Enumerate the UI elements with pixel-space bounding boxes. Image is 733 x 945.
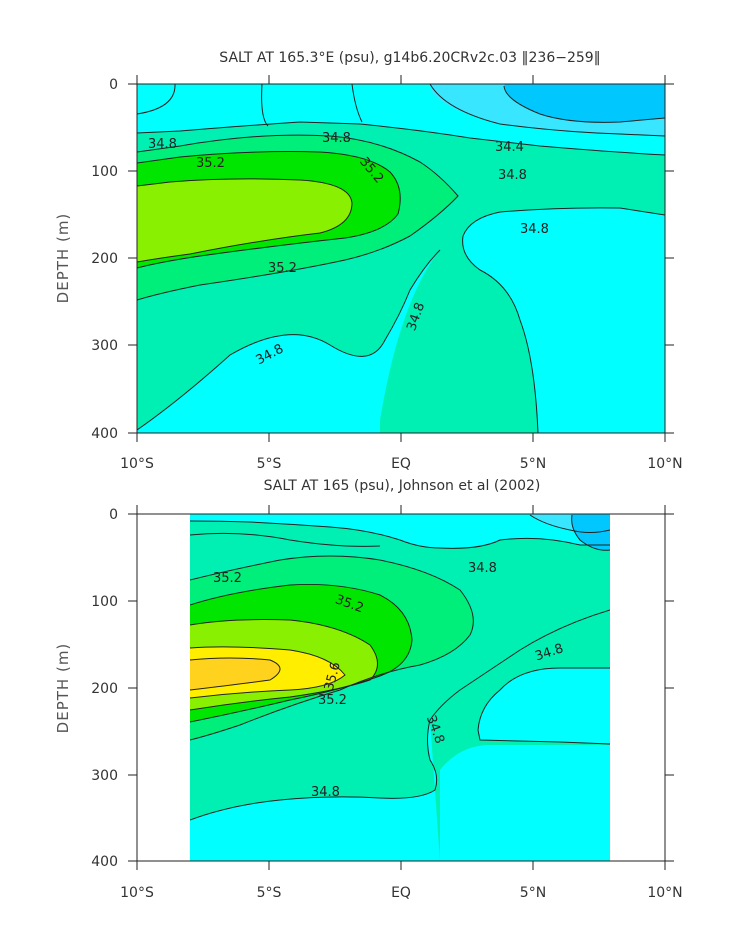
bottom-contour-fills <box>190 514 610 861</box>
top-y-axis-title: DEPTH (m) <box>54 213 72 304</box>
bot-contour-34.8-upper <box>190 520 610 549</box>
bottom-y-axis-title: DEPTH (m) <box>54 643 72 734</box>
top-contour-34.6b <box>351 84 363 123</box>
top-fill-346-348-south-deep <box>137 250 440 433</box>
top-panel: SALT AT 165.3°E (psu), g14b6.20CRv2c.03 … <box>54 50 683 472</box>
top-fill-346-348-north-deep <box>462 207 665 433</box>
bot-contour-34.8-south <box>190 609 610 821</box>
contour-label: 35.6 <box>322 661 344 693</box>
bottom-panel: SALT AT 165 (psu), Johnson et al (2002) <box>54 478 683 901</box>
y-tick-label: 100 <box>91 594 118 610</box>
y-tick-label: 400 <box>91 426 118 442</box>
top-contour-34.8-north <box>462 207 665 433</box>
contour-label: 34.8 <box>322 131 351 146</box>
top-fill-lt-344 <box>504 84 665 123</box>
x-tick-label: 5°S <box>257 885 282 901</box>
top-panel-title: SALT AT 165.3°E (psu), g14b6.20CRv2c.03 … <box>219 50 600 66</box>
bot-contour-34.8-north <box>477 667 610 745</box>
x-tick-label: 10°N <box>647 885 682 901</box>
contour-label: 35.2 <box>213 571 242 586</box>
bottom-panel-title: SALT AT 165 (psu), Johnson et al (2002) <box>264 478 541 494</box>
bottom-y-axis: 0 100 200 300 400 DEPTH (m) <box>54 507 674 870</box>
bot-contour-34.6-a <box>190 532 381 547</box>
x-tick-label: EQ <box>391 885 411 901</box>
y-tick-label: 0 <box>109 77 118 93</box>
x-tick-label: EQ <box>391 456 411 472</box>
bot-fill-346-348-bottom <box>440 745 610 861</box>
top-contour-34.4a <box>137 84 176 115</box>
y-tick-label: 0 <box>109 507 118 523</box>
bot-contour-34.6-b <box>529 514 610 533</box>
x-tick-label: 10°N <box>647 456 682 472</box>
x-tick-label: 10°S <box>120 456 154 472</box>
contour-label: 34.8 <box>520 222 549 237</box>
y-tick-label: 300 <box>91 338 118 354</box>
bottom-contour-lines <box>190 514 610 821</box>
top-x-axis: 10°S 5°S EQ 5°N 10°N <box>120 75 683 472</box>
y-tick-label: 200 <box>91 681 118 697</box>
x-tick-label: 5°N <box>520 456 546 472</box>
contour-label: 34.8 <box>498 168 527 183</box>
y-tick-label: 100 <box>91 164 118 180</box>
top-contour-34.4 <box>429 84 665 137</box>
bot-contour-35.6 <box>190 646 346 699</box>
x-tick-label: 10°S <box>120 885 154 901</box>
top-contour-35.0-upper <box>137 134 459 301</box>
top-contour-35.4 <box>137 178 353 263</box>
bot-fill-346-348 <box>190 514 610 549</box>
top-y-axis: 0 100 200 300 400 DEPTH (m) <box>54 77 674 442</box>
contour-label: 34.8 <box>148 137 177 152</box>
contour-label: 35.2 <box>318 693 347 708</box>
bot-contour-35.0 <box>190 555 474 741</box>
bot-fill-346-348-south-deep <box>190 720 440 861</box>
bottom-x-axis: 10°S 5°S EQ 5°N 10°N <box>120 505 683 901</box>
top-contour-fills <box>137 84 665 433</box>
top-contour-34.8-upper <box>137 121 665 156</box>
x-tick-label: 5°N <box>520 885 546 901</box>
bot-contour-35.4 <box>190 619 378 711</box>
contour-label: 35.2 <box>196 156 225 171</box>
y-tick-label: 400 <box>91 854 118 870</box>
contour-label: 34.8 <box>311 785 340 800</box>
top-fill-354-356 <box>137 178 352 262</box>
contour-label: 34.4 <box>495 140 524 155</box>
top-contour-labels: 34.8 34.8 34.4 34.8 35.2 35.2 35.2 34.8 … <box>148 131 549 368</box>
contour-label: 35.2 <box>268 261 297 276</box>
bot-fill-gt-358 <box>190 658 280 690</box>
x-tick-label: 5°S <box>257 456 282 472</box>
contour-label: 34.8 <box>468 561 497 576</box>
top-contour-35.2 <box>137 151 401 269</box>
y-tick-label: 300 <box>91 768 118 784</box>
bot-fill-346-348-north-deep <box>478 668 610 744</box>
bot-contour-34.4 <box>571 514 610 551</box>
top-contour-34.2 <box>503 85 665 123</box>
top-contour-lines <box>137 84 665 433</box>
bot-contour-35.2 <box>190 583 413 723</box>
bot-contour-35.8 <box>190 657 281 691</box>
y-tick-label: 200 <box>91 251 118 267</box>
top-contour-34.8-south <box>137 249 441 431</box>
